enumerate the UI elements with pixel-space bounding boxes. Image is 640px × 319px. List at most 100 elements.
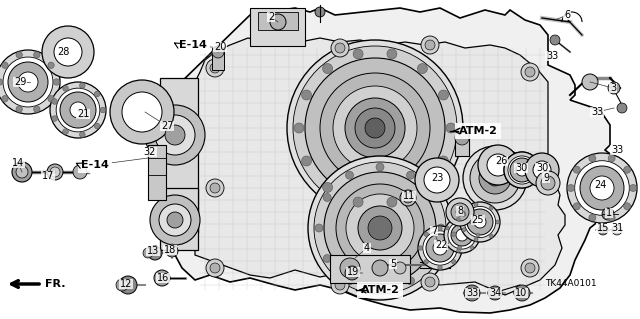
Circle shape <box>42 26 94 78</box>
Text: 6: 6 <box>564 10 570 20</box>
Circle shape <box>100 107 106 113</box>
Text: 8: 8 <box>457 206 463 216</box>
Circle shape <box>608 155 615 162</box>
Circle shape <box>438 156 449 166</box>
Circle shape <box>567 184 574 191</box>
Text: 11: 11 <box>403 191 415 201</box>
Circle shape <box>365 118 385 138</box>
Circle shape <box>376 285 384 293</box>
Circle shape <box>536 171 560 195</box>
Polygon shape <box>195 38 565 295</box>
Text: 33: 33 <box>546 51 558 61</box>
Circle shape <box>148 246 162 260</box>
Bar <box>250 8 305 46</box>
Text: 21: 21 <box>77 109 89 119</box>
Circle shape <box>476 233 480 237</box>
Text: 15: 15 <box>597 223 609 233</box>
Text: 16: 16 <box>157 273 169 283</box>
Circle shape <box>52 116 58 121</box>
Circle shape <box>270 14 286 30</box>
Circle shape <box>452 232 456 236</box>
Circle shape <box>429 194 437 202</box>
Circle shape <box>421 273 439 291</box>
Text: 22: 22 <box>435 240 447 250</box>
Text: E-14: E-14 <box>179 40 207 50</box>
Polygon shape <box>175 8 620 313</box>
Circle shape <box>462 212 466 216</box>
Circle shape <box>159 204 191 236</box>
Circle shape <box>573 203 580 210</box>
Circle shape <box>387 49 397 59</box>
Text: 24: 24 <box>594 180 606 190</box>
Text: 7: 7 <box>431 226 437 236</box>
Circle shape <box>8 62 48 102</box>
Circle shape <box>465 206 495 238</box>
Circle shape <box>0 79 3 85</box>
Circle shape <box>429 255 437 263</box>
Circle shape <box>608 214 615 221</box>
Circle shape <box>474 237 478 241</box>
Circle shape <box>582 74 598 90</box>
Circle shape <box>400 190 416 206</box>
Circle shape <box>550 35 560 45</box>
Circle shape <box>458 246 462 250</box>
Circle shape <box>598 225 608 235</box>
Circle shape <box>122 92 162 132</box>
Circle shape <box>355 108 395 148</box>
Circle shape <box>210 263 220 273</box>
Circle shape <box>16 52 22 58</box>
Circle shape <box>504 152 540 188</box>
Circle shape <box>346 194 414 262</box>
Circle shape <box>47 164 63 180</box>
Circle shape <box>50 167 60 177</box>
Circle shape <box>521 161 539 179</box>
Circle shape <box>573 166 580 173</box>
Circle shape <box>166 245 178 257</box>
Circle shape <box>293 46 457 210</box>
Text: 23: 23 <box>431 173 443 183</box>
Circle shape <box>424 167 450 193</box>
Circle shape <box>460 202 500 242</box>
Circle shape <box>56 88 100 132</box>
Circle shape <box>456 229 468 241</box>
Circle shape <box>353 49 363 59</box>
Text: 12: 12 <box>120 279 132 289</box>
Circle shape <box>301 156 312 166</box>
Circle shape <box>345 266 359 280</box>
Circle shape <box>53 79 60 85</box>
Circle shape <box>456 249 460 252</box>
Circle shape <box>48 62 54 69</box>
Circle shape <box>335 43 345 53</box>
Circle shape <box>516 164 528 176</box>
Circle shape <box>630 184 637 191</box>
Text: 18: 18 <box>164 245 176 255</box>
Circle shape <box>464 285 480 301</box>
Circle shape <box>331 276 349 294</box>
Circle shape <box>474 203 478 207</box>
Circle shape <box>287 40 463 216</box>
Text: 33: 33 <box>611 145 623 155</box>
Circle shape <box>446 226 449 230</box>
Circle shape <box>206 179 224 197</box>
Bar <box>212 48 224 70</box>
Circle shape <box>210 183 220 193</box>
Text: 3: 3 <box>610 83 616 93</box>
Circle shape <box>575 161 629 215</box>
Text: E-14: E-14 <box>81 160 109 170</box>
Circle shape <box>444 217 480 253</box>
Circle shape <box>525 263 535 273</box>
Circle shape <box>406 277 415 285</box>
Circle shape <box>426 234 454 262</box>
Circle shape <box>323 63 333 74</box>
Text: 2: 2 <box>268 12 274 22</box>
Circle shape <box>512 160 532 180</box>
Circle shape <box>210 63 220 73</box>
Circle shape <box>305 58 445 198</box>
Circle shape <box>18 72 38 92</box>
Circle shape <box>34 106 40 112</box>
Circle shape <box>145 105 205 165</box>
Circle shape <box>73 165 87 179</box>
Circle shape <box>116 279 128 291</box>
Circle shape <box>79 132 85 137</box>
Circle shape <box>624 166 630 173</box>
